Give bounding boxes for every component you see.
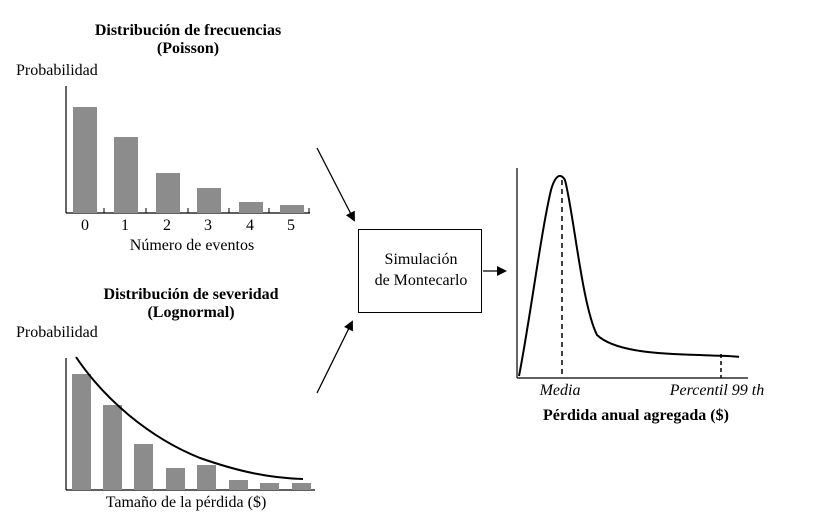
mean-label: Media (539, 382, 581, 399)
frequency-bar-3 (197, 188, 221, 213)
simulation-label-line1: Simulación (384, 251, 458, 268)
frequency-tick-2: 2 (163, 217, 171, 234)
severity-lognormal-curve (75, 356, 304, 480)
frequency-bars (73, 107, 304, 213)
severity-bar-4 (166, 468, 185, 490)
severity-title: Distribución de severidad (Lognormal) (103, 286, 278, 322)
frequency-title: Distribución de frecuencias (Poisson) (95, 22, 281, 58)
arrow-severity-to-simulation (316, 320, 353, 394)
severity-ylabel: Probabilidad (16, 324, 98, 341)
severity-bar-7 (260, 483, 279, 490)
arrow-frequency-to-simulation (316, 147, 355, 222)
severity-bar-3 (134, 444, 153, 490)
frequency-bar-5 (280, 205, 304, 213)
aggregate-xlabel: Pérdida anual agregada ($) (543, 407, 729, 424)
frequency-tick-3: 3 (204, 217, 212, 234)
severity-bar-1 (72, 374, 91, 490)
frequency-title-line2: (Poisson) (156, 40, 220, 57)
percentile-label: Percentil 99 th (669, 382, 765, 399)
aggregate-loss-curve (518, 174, 740, 377)
frequency-bar-0 (73, 107, 97, 213)
severity-title-line2: (Lognormal) (147, 304, 235, 321)
frequency-tick-1: 1 (121, 217, 129, 234)
frequency-tick-5: 5 (287, 217, 295, 234)
simulation-label-line2: de Montecarlo (374, 272, 468, 289)
severity-xlabel: Tamaño de la pérdida ($) (105, 494, 267, 511)
aggregate-loss-chart (516, 168, 748, 379)
severity-bar-6 (229, 480, 248, 490)
frequency-tick-0: 0 (81, 217, 89, 234)
frequency-title-line1: Distribución de frecuencias (94, 22, 282, 39)
frequency-ylabel: Probabilidad (16, 62, 98, 79)
frequency-bar-1 (114, 137, 138, 213)
monte-carlo-simulation-box: Simulación de Montecarlo (358, 229, 482, 313)
frequency-tick-4: 4 (246, 217, 254, 234)
severity-bar-5 (197, 465, 216, 490)
severity-bar-8 (292, 483, 311, 490)
frequency-bar-4 (239, 202, 263, 213)
frequency-xlabel: Número de eventos (129, 237, 255, 254)
severity-title-line1: Distribución de severidad (103, 286, 279, 303)
severity-bar-2 (103, 405, 122, 490)
frequency-chart (65, 86, 310, 214)
severity-bars (72, 374, 311, 490)
severity-chart (65, 356, 315, 491)
frequency-bar-2 (156, 173, 180, 213)
simulation-label: Simulación de Montecarlo (375, 249, 468, 291)
frequency-axis-ticks (103, 208, 310, 213)
